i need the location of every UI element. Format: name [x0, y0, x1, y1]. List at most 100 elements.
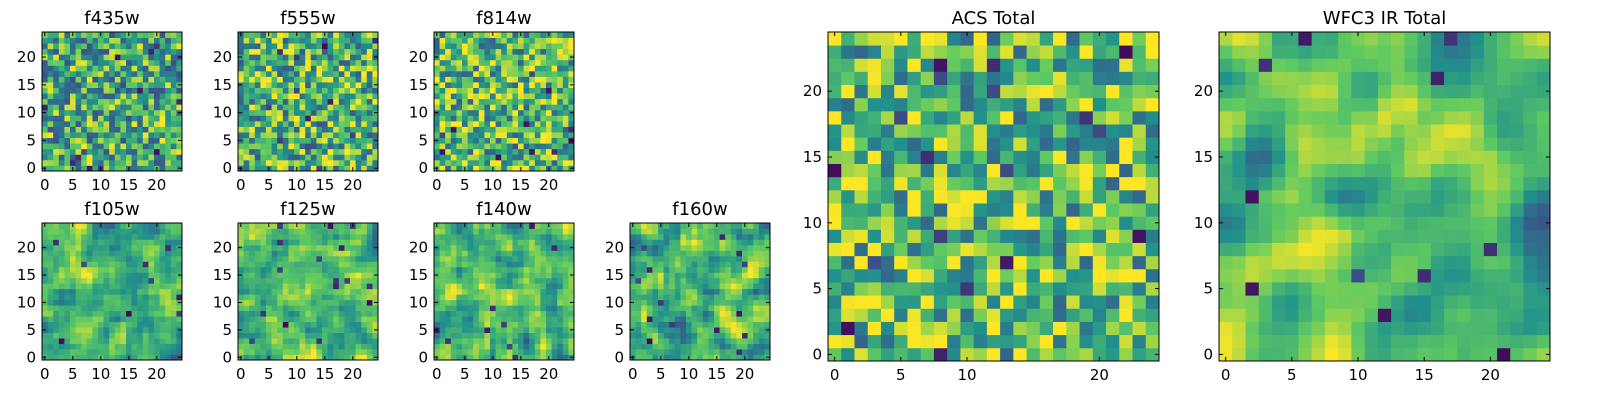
heatmap-cell — [568, 310, 575, 317]
heatmap-cell — [462, 37, 468, 44]
heatmap-cell — [170, 132, 177, 139]
heatmap-cell — [137, 59, 144, 66]
heatmap-cell — [456, 338, 463, 344]
heatmap-cell — [501, 165, 508, 172]
heatmap-cell — [933, 242, 948, 257]
heatmap-cell — [310, 93, 317, 100]
heatmap-cell — [109, 277, 116, 284]
heatmap-cell — [518, 310, 524, 317]
heatmap-cell — [1000, 334, 1014, 349]
heatmap-cell — [490, 266, 496, 273]
x-tick-label: 5 — [68, 176, 78, 194]
heatmap-cell — [372, 87, 379, 94]
heatmap-cell — [243, 233, 250, 240]
heatmap-cell — [523, 165, 530, 172]
heatmap-cell — [518, 272, 524, 279]
heatmap-cell — [75, 43, 82, 50]
heatmap-cell — [75, 239, 82, 246]
heatmap-cell — [322, 288, 328, 295]
heatmap-cell — [730, 321, 737, 328]
heatmap-cell — [58, 283, 65, 290]
heatmap-cell — [109, 272, 116, 279]
heatmap-cell — [109, 239, 116, 246]
heatmap-cell — [282, 316, 289, 323]
heatmap-cell — [540, 233, 547, 240]
heatmap-cell — [322, 48, 328, 55]
heatmap-cell — [540, 294, 547, 301]
heatmap-cell — [534, 37, 541, 44]
heatmap-cell — [534, 272, 541, 279]
heatmap-cell — [126, 65, 132, 72]
heatmap-cell — [294, 277, 300, 284]
heatmap-cell — [142, 332, 149, 339]
heatmap-cell — [120, 159, 127, 166]
heatmap-cell — [355, 159, 362, 166]
heatmap-cell — [176, 65, 183, 72]
heatmap-cell — [495, 338, 502, 344]
heatmap-cell — [53, 32, 60, 38]
heatmap-cell — [81, 76, 88, 83]
heatmap-cell — [691, 239, 698, 246]
heatmap-cell — [546, 115, 552, 122]
heatmap-cell — [366, 54, 373, 61]
heatmap-cell — [523, 338, 530, 344]
heatmap-cell — [260, 244, 267, 251]
heatmap-cell — [120, 266, 127, 273]
heatmap-cell — [372, 70, 379, 77]
heatmap-cell — [64, 233, 71, 240]
heatmap-cell — [58, 109, 65, 116]
y-tick-label: 20 — [213, 48, 232, 66]
heatmap-cell — [506, 70, 513, 77]
heatmap-cell — [42, 310, 48, 317]
heatmap-cell — [58, 250, 65, 257]
heatmap-cell — [529, 120, 536, 127]
heatmap-cell — [467, 288, 474, 295]
heatmap-cell — [277, 82, 284, 88]
heatmap-cell — [170, 59, 177, 66]
heatmap-cell — [462, 294, 468, 301]
heatmap-cell — [322, 327, 328, 333]
heatmap-cell — [495, 272, 502, 279]
heatmap-cell — [92, 120, 99, 127]
axes-frame — [237, 31, 379, 172]
heatmap-cell — [310, 277, 317, 284]
heatmap-cell — [322, 37, 328, 44]
heatmap-cell — [109, 132, 116, 139]
heatmap-cell — [1132, 295, 1147, 309]
heatmap-cell — [947, 321, 961, 336]
heatmap-cell — [47, 223, 54, 229]
heatmap-cell — [986, 321, 1001, 336]
heatmap-cell — [1079, 321, 1094, 336]
heatmap-cell — [669, 255, 676, 262]
heatmap-cell — [148, 82, 155, 88]
heatmap-cell — [506, 332, 513, 339]
heatmap-cell — [322, 272, 328, 279]
heatmap-cell — [725, 327, 732, 333]
heatmap-cell — [1132, 189, 1147, 204]
heatmap-cell — [81, 349, 88, 355]
heatmap-cell — [305, 115, 312, 122]
heatmap-cell — [568, 132, 575, 139]
heatmap-cell — [366, 104, 373, 111]
heatmap-cell — [361, 37, 368, 44]
heatmap-cell — [568, 349, 575, 355]
heatmap-cell — [462, 310, 468, 317]
heatmap-cell — [490, 288, 496, 295]
heatmap-cell — [294, 299, 300, 306]
heatmap-cell — [103, 321, 110, 328]
heatmap-cell — [333, 120, 340, 127]
heatmap-cell — [753, 288, 760, 295]
heatmap-cell — [137, 143, 144, 150]
heatmap-cell — [243, 165, 250, 172]
heatmap-cell — [53, 126, 60, 133]
heatmap-cell — [523, 327, 530, 333]
heatmap-cell — [523, 266, 530, 273]
heatmap-cell — [154, 120, 160, 127]
heatmap-cell — [478, 98, 485, 105]
heatmap-cell — [355, 327, 362, 333]
heatmap-cell — [98, 255, 104, 262]
heatmap-cell — [456, 299, 463, 306]
heatmap-cell — [327, 109, 334, 116]
heatmap-cell — [361, 233, 368, 240]
